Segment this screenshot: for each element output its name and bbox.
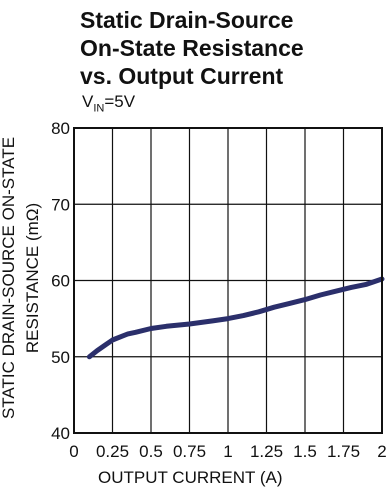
y-tick-label: 60 <box>51 272 70 291</box>
y-axis-label-line-1: STATIC DRAIN-SOURCE ON-STATE <box>0 137 18 419</box>
x-tick-label: 1 <box>223 442 232 461</box>
y-axis-label: STATIC DRAIN-SOURCE ON-STATE RESISTANCE … <box>0 137 42 419</box>
series-layer <box>86 276 385 360</box>
condition-subscript: IN <box>93 102 105 115</box>
y-tick-label: 80 <box>51 119 70 138</box>
grid <box>73 127 383 434</box>
x-tick-label: 0.25 <box>96 442 129 461</box>
title-line-1: Static Drain-Source <box>80 7 294 33</box>
y-axis-label-line-2: RESISTANCE (mΩ) <box>23 203 42 353</box>
series-line-0 <box>86 276 385 360</box>
title-line-3: vs. Output Current <box>80 63 284 89</box>
condition-main: V <box>82 92 94 111</box>
x-axis-label: OUTPUT CURRENT (A) <box>98 468 283 487</box>
test-condition: VIN=5V <box>82 92 135 114</box>
tick-labels: 0 0.25 0.5 0.75 1 1.25 1.5 1.75 2 40 50 60 70 80 <box>51 119 386 461</box>
x-tick-label: 0.75 <box>173 442 206 461</box>
x-tick-label: 0.5 <box>139 442 163 461</box>
x-tick-label: 2 <box>377 442 386 461</box>
title-line-2: On-State Resistance <box>80 35 304 61</box>
y-tick-label: 50 <box>51 348 70 367</box>
x-tick-label: 1.75 <box>327 442 360 461</box>
x-tick-label: 0 <box>69 442 78 461</box>
condition-value: =5V <box>104 92 136 111</box>
chart-title: Static Drain-Source On-State Resistance … <box>80 6 304 90</box>
y-tick-label: 40 <box>51 424 70 443</box>
y-tick-label: 70 <box>51 195 70 214</box>
plot-frame <box>73 127 383 434</box>
x-tick-label: 1.25 <box>250 442 283 461</box>
x-tick-label: 1.5 <box>293 442 317 461</box>
